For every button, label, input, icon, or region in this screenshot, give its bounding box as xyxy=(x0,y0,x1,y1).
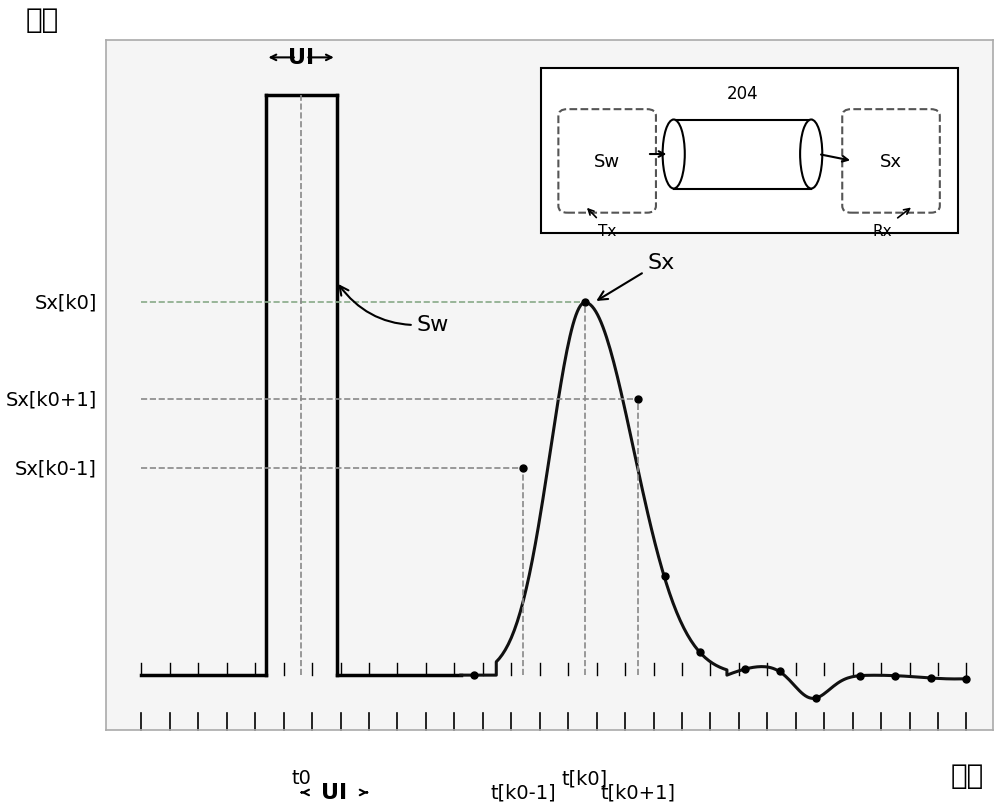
Bar xyxy=(674,120,811,190)
Text: UI: UI xyxy=(321,782,347,802)
Text: Sx[k0+1]: Sx[k0+1] xyxy=(6,390,97,409)
Text: Rx: Rx xyxy=(872,224,892,238)
Text: Sw: Sw xyxy=(594,153,620,171)
Text: 强度: 强度 xyxy=(26,6,59,35)
Text: t[k0-1]: t[k0-1] xyxy=(490,782,556,801)
Text: 时间: 时间 xyxy=(951,761,984,789)
Text: t0: t0 xyxy=(291,768,311,787)
Text: Sx: Sx xyxy=(598,253,674,300)
Ellipse shape xyxy=(800,120,822,190)
FancyBboxPatch shape xyxy=(558,110,656,214)
FancyBboxPatch shape xyxy=(541,69,958,234)
Text: UI: UI xyxy=(288,48,314,68)
Ellipse shape xyxy=(663,120,685,190)
FancyBboxPatch shape xyxy=(842,110,940,214)
Text: Sw: Sw xyxy=(340,287,449,335)
Text: t[k0]: t[k0] xyxy=(562,768,608,787)
Text: t[k0+1]: t[k0+1] xyxy=(601,782,676,801)
Text: Tx: Tx xyxy=(598,224,616,238)
Text: 204: 204 xyxy=(727,85,758,103)
Text: Sx[k0]: Sx[k0] xyxy=(35,294,97,312)
Text: Sx[k0-1]: Sx[k0-1] xyxy=(15,459,97,478)
Text: Sx: Sx xyxy=(880,153,902,171)
